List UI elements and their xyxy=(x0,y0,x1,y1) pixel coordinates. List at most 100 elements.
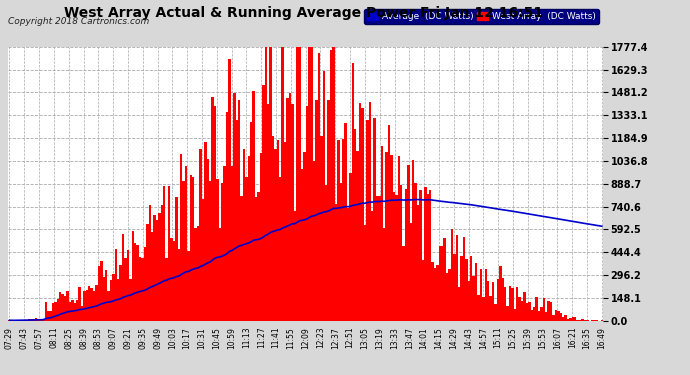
Bar xyxy=(108,291,110,321)
Bar xyxy=(499,266,502,321)
Bar xyxy=(127,251,129,321)
Bar xyxy=(306,106,308,321)
Bar xyxy=(313,161,315,321)
Bar xyxy=(511,288,513,321)
Bar xyxy=(69,302,71,321)
Bar xyxy=(245,177,248,321)
Bar xyxy=(230,166,233,321)
Bar xyxy=(103,277,105,321)
Bar xyxy=(277,141,279,321)
Bar xyxy=(362,108,364,321)
Bar xyxy=(470,256,473,321)
Bar xyxy=(371,211,373,321)
Bar xyxy=(235,120,238,321)
Bar xyxy=(458,287,460,321)
Bar xyxy=(368,102,371,321)
Bar xyxy=(444,238,446,321)
Bar xyxy=(463,237,465,321)
Bar xyxy=(436,265,439,321)
Bar xyxy=(269,47,272,321)
Bar xyxy=(344,123,347,321)
Bar xyxy=(161,206,163,321)
Bar xyxy=(57,298,59,321)
Bar xyxy=(259,153,262,321)
Bar xyxy=(455,235,458,321)
Bar xyxy=(52,303,55,321)
Bar xyxy=(238,100,240,321)
Bar xyxy=(535,297,538,321)
Bar xyxy=(214,106,216,321)
Bar xyxy=(170,238,172,321)
Bar xyxy=(185,166,187,321)
Bar xyxy=(8,320,11,321)
Bar xyxy=(141,258,144,321)
Bar xyxy=(30,319,32,321)
Bar xyxy=(301,169,303,321)
Bar xyxy=(211,97,214,321)
Bar xyxy=(226,112,228,321)
Bar xyxy=(337,140,339,321)
Bar xyxy=(446,273,448,321)
Bar xyxy=(528,302,531,321)
Bar xyxy=(209,182,211,321)
Bar xyxy=(542,298,545,321)
Bar xyxy=(291,104,293,321)
Bar xyxy=(506,306,509,321)
Bar xyxy=(267,104,269,321)
Bar xyxy=(117,279,119,321)
Bar xyxy=(439,246,441,321)
Bar xyxy=(86,290,88,321)
Bar xyxy=(395,195,397,321)
Bar xyxy=(156,220,158,321)
Bar xyxy=(272,136,274,321)
Bar xyxy=(64,296,66,321)
Bar xyxy=(357,151,359,321)
Bar xyxy=(23,320,26,321)
Bar xyxy=(274,149,277,321)
Bar xyxy=(98,266,100,321)
Bar xyxy=(105,270,108,321)
Bar xyxy=(566,319,569,321)
Bar xyxy=(325,184,328,321)
Bar xyxy=(576,320,579,321)
Bar xyxy=(509,286,511,321)
Bar xyxy=(557,310,560,321)
Bar xyxy=(441,246,444,321)
Bar xyxy=(465,259,468,321)
Bar xyxy=(386,152,388,321)
Bar xyxy=(426,194,429,321)
Bar xyxy=(516,287,518,321)
Bar xyxy=(523,292,526,321)
Bar xyxy=(489,296,492,321)
Legend: Average  (DC Watts), West Array  (DC Watts): Average (DC Watts), West Array (DC Watts… xyxy=(364,9,598,24)
Bar xyxy=(288,93,291,321)
Bar xyxy=(137,245,139,321)
Bar xyxy=(333,47,335,321)
Bar xyxy=(349,172,352,321)
Bar xyxy=(315,100,318,321)
Bar xyxy=(410,223,412,321)
Bar xyxy=(434,268,436,321)
Bar xyxy=(216,179,219,321)
Bar xyxy=(243,149,245,321)
Bar xyxy=(405,189,407,321)
Bar xyxy=(190,176,192,321)
Bar xyxy=(560,313,562,321)
Bar xyxy=(124,258,127,321)
Bar xyxy=(540,308,542,321)
Bar xyxy=(119,265,122,321)
Bar xyxy=(342,139,344,321)
Bar xyxy=(59,292,61,321)
Bar xyxy=(18,320,21,321)
Bar xyxy=(412,160,415,321)
Bar xyxy=(187,252,190,321)
Bar xyxy=(400,185,402,321)
Bar xyxy=(83,291,86,321)
Bar xyxy=(151,232,153,321)
Bar xyxy=(581,319,584,321)
Bar xyxy=(555,310,557,321)
Bar xyxy=(364,225,366,321)
Bar xyxy=(253,91,255,321)
Bar xyxy=(122,234,124,321)
Bar xyxy=(26,320,28,321)
